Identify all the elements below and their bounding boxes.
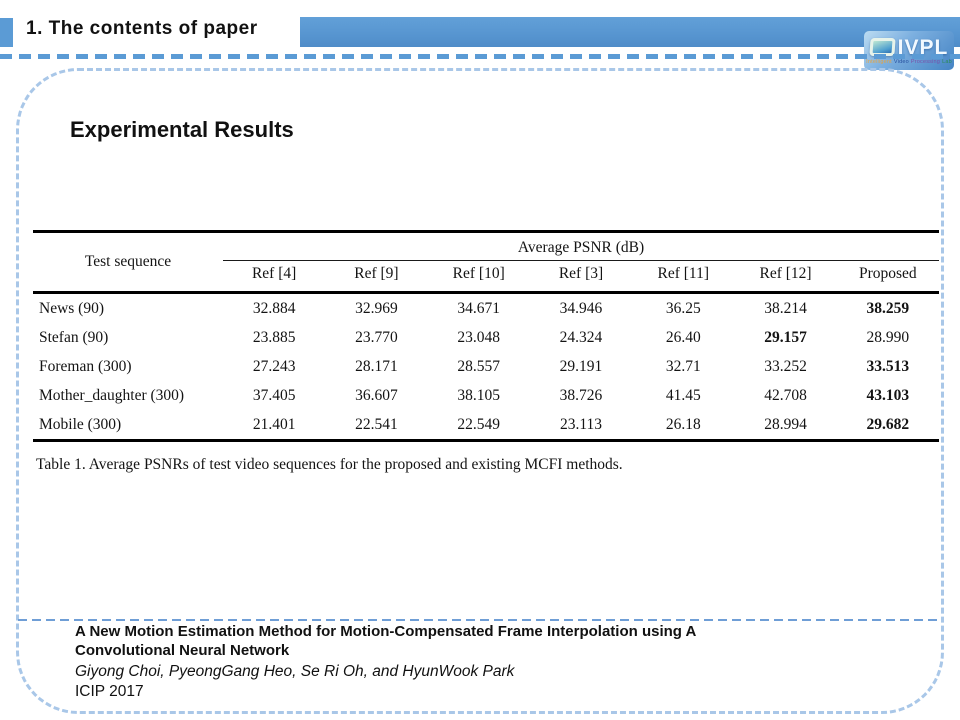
psnr-value: 28.990 (866, 328, 910, 346)
psnr-value: 28.171 (355, 357, 398, 375)
column-header: Ref [11] (632, 260, 735, 294)
psnr-value: 38.259 (866, 299, 910, 317)
paper-authors: Giyong Choi, PyeongGang Heo, Se Ri Oh, a… (75, 663, 515, 681)
table-row: Foreman (300) 27.243 28.171 28.557 29.191 32.… (33, 352, 939, 381)
table-group-header-row: Test sequence Average PSNR (dB) (33, 231, 939, 294)
column-header: Ref [10] (427, 260, 530, 294)
row-header-cell: Test sequence (33, 231, 223, 294)
psnr-value: 34.671 (457, 299, 501, 317)
sequence-name: Stefan (90) (39, 328, 109, 346)
header-accent-square (0, 18, 13, 47)
ivpl-logo: IVPL Intelligent Video Processing Lab (864, 31, 954, 70)
table-body: News (90) 32.884 32.969 34.671 34.946 36.25 38… (33, 293, 939, 441)
psnr-value: 23.885 (252, 328, 296, 346)
psnr-value: 24.324 (559, 328, 603, 346)
psnr-value: 22.549 (457, 415, 501, 433)
psnr-value: 21.401 (252, 415, 296, 433)
table-row: Mobile (300) 21.401 22.541 22.549 23.113 26.1… (33, 410, 939, 441)
psnr-value: 23.770 (355, 328, 398, 346)
sequence-name: Foreman (300) (39, 357, 132, 375)
psnr-value: 38.726 (559, 386, 603, 404)
sequence-name: Mobile (300) (39, 415, 122, 433)
psnr-value: 36.25 (665, 299, 701, 317)
psnr-value: 37.405 (252, 386, 296, 404)
psnr-value: 32.71 (665, 357, 701, 375)
psnr-value: 26.18 (665, 415, 701, 433)
psnr-value: 34.946 (559, 299, 603, 317)
psnr-value: 23.113 (559, 415, 603, 433)
psnr-value: 42.708 (764, 386, 807, 404)
psnr-value: 38.105 (457, 386, 501, 404)
ivpl-subtext-word: Video (893, 58, 909, 65)
column-header: Ref [4] (223, 260, 326, 294)
psnr-value: 41.45 (665, 386, 701, 404)
psnr-value: 23.048 (457, 328, 501, 346)
ivpl-subtext-word: Lab (942, 58, 952, 65)
psnr-value: 27.243 (252, 357, 296, 375)
psnr-value: 32.884 (252, 299, 296, 317)
results-table: Test sequence Average PSNR (dB) Ref [4] R… (33, 230, 939, 442)
psnr-value: 33.252 (764, 357, 807, 375)
sequence-name: News (90) (39, 299, 104, 317)
header-blue-bar: IVPL Intelligent Video Processing Lab (300, 17, 960, 70)
table-head: Test sequence Average PSNR (dB) Ref [4] R… (33, 231, 939, 294)
psnr-value: 29.157 (764, 328, 807, 346)
ivpl-logo-text: IVPL (897, 35, 949, 59)
psnr-value: 29.682 (866, 415, 910, 433)
section-heading: Experimental Results (70, 117, 294, 142)
psnr-value: 29.191 (559, 357, 603, 375)
psnr-value: 43.103 (866, 386, 910, 404)
column-header: Proposed (836, 260, 939, 294)
footer-block: A New Motion Estimation Method for Motio… (75, 622, 765, 701)
column-header: Ref [12] (734, 260, 837, 294)
footer-dashed-divider (18, 619, 942, 621)
ivpl-subtext-word: Intelligent (866, 58, 892, 65)
results-table-wrap: Test sequence Average PSNR (dB) Ref [4] R… (33, 230, 939, 442)
paper-title: A New Motion Estimation Method for Motio… (75, 623, 696, 660)
psnr-value: 28.994 (764, 415, 807, 433)
psnr-value: 26.40 (665, 328, 701, 346)
table-row: Stefan (90) 23.885 23.770 23.048 24.324 26.40… (33, 323, 939, 352)
page-title: 1. The contents of paper (26, 18, 258, 39)
table-row: Mother_daughter (300) 37.405 36.607 38.105 3… (33, 381, 939, 410)
psnr-value: 33.513 (866, 357, 910, 375)
paper-conference: ICIP 2017 (75, 683, 144, 701)
psnr-value: 28.557 (457, 357, 501, 375)
header-dashed-divider (0, 54, 960, 59)
group-header-cell: Average PSNR (dB) (223, 231, 939, 261)
table-row: News (90) 32.884 32.969 34.671 34.946 36.25 38… (33, 293, 939, 324)
content-panel-border (16, 68, 944, 714)
ivpl-logo-top: IVPL (869, 35, 949, 59)
column-header: Ref [9] (325, 260, 428, 294)
table-caption: Table 1. Average PSNRs of test video seq… (36, 456, 623, 473)
ivpl-subtext-word: Processing (910, 58, 941, 65)
table-method-header-row: Ref [4] Ref [9] Ref [10] Ref [3] Ref [11] Ref… (33, 260, 939, 294)
ivpl-logo-subtext: Intelligent Video Processing Lab (866, 59, 952, 65)
column-header: Ref [3] (529, 260, 633, 294)
psnr-value: 38.214 (764, 299, 807, 317)
sequence-name: Mother_daughter (300) (39, 386, 185, 404)
psnr-value: 22.541 (355, 415, 398, 433)
psnr-value: 36.607 (355, 386, 398, 404)
psnr-value: 32.969 (355, 299, 398, 317)
